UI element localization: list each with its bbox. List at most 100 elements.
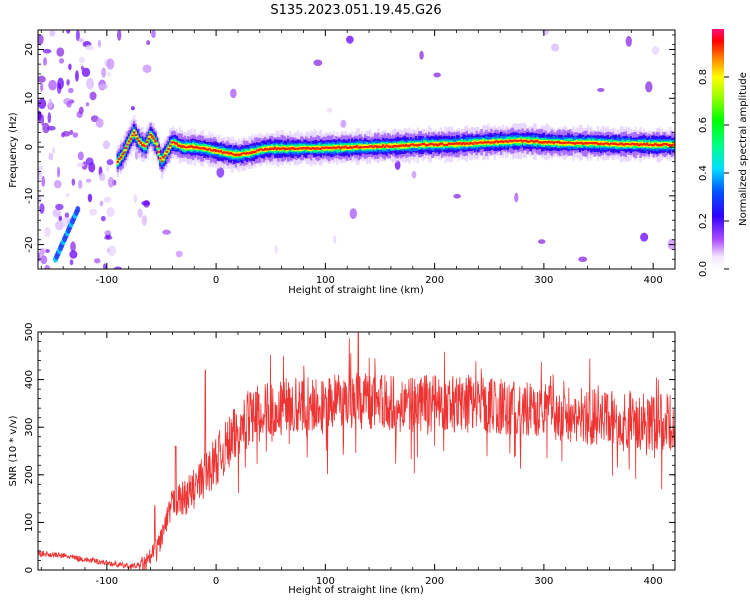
heatmap-ridge-cell xyxy=(382,144,385,147)
heatmap-ridge-cell xyxy=(513,139,516,142)
heatmap-ridge-cell xyxy=(198,147,201,150)
heatmap-ridge-cell xyxy=(124,146,128,149)
heatmap-ridge-cell xyxy=(347,146,351,149)
heatmap-ridge-cell xyxy=(514,139,518,143)
heatmap-ridge-cell xyxy=(234,153,237,157)
heatmap-ridge-cell xyxy=(477,142,480,144)
figure-title: S135.2023.051.19.45.G26 xyxy=(270,3,441,18)
heatmap-ridge-cell xyxy=(465,142,469,145)
heatmap-ridge-cell xyxy=(119,156,123,159)
heatmap-ridge-cell xyxy=(464,142,467,146)
heatmap-ridge-cell xyxy=(149,133,152,136)
heatmap-ridge-cell xyxy=(360,146,364,149)
heatmap-ridge-cell xyxy=(290,147,293,150)
heatmap-ridge-cell xyxy=(637,143,641,147)
heatmap-ridge-cell xyxy=(462,142,465,145)
heatmap-ridge-cell xyxy=(339,147,342,150)
heatmap-ridge-cell xyxy=(150,135,154,138)
heatmap-noise-cell xyxy=(95,118,104,128)
heatmap-ridge-cell xyxy=(388,145,392,148)
heatmap-noise-cell xyxy=(107,245,117,257)
heatmap-ridge-cell xyxy=(175,142,178,145)
heatmap-ridge-cell xyxy=(454,142,457,145)
heatmap-ridge-cell xyxy=(188,145,192,148)
heatmap-ridge-cell xyxy=(349,145,352,149)
heatmap-ridge-cell xyxy=(544,141,547,144)
heatmap-noise-cell xyxy=(40,83,44,92)
heatmap-ridge-cell xyxy=(516,139,519,142)
heatmap-ridge-cell xyxy=(578,142,582,145)
heatmap-ridge-cell xyxy=(595,141,598,145)
heatmap-noise-cell xyxy=(70,241,76,252)
heatmap-ridge-cell xyxy=(352,145,355,148)
heatmap-ridge-cell xyxy=(172,141,175,144)
heatmap-noise-cell xyxy=(39,248,45,256)
heatmap-ridge-cell xyxy=(178,144,182,147)
heatmap-noise-cell xyxy=(411,170,417,179)
heatmap-noise-cell xyxy=(98,172,106,182)
snr-xtick-label: -100 xyxy=(95,576,118,587)
heatmap-ridge-cell xyxy=(247,152,251,155)
heatmap-ridge-cell xyxy=(506,140,510,143)
heatmap-noise-cell xyxy=(46,125,56,131)
heatmap-ridge-cell xyxy=(282,147,285,150)
heatmap-ridge-cell xyxy=(503,140,506,143)
heatmap-noise-cell xyxy=(216,167,225,178)
heatmap-noise-cell xyxy=(419,50,424,60)
heatmap-ridge-cell xyxy=(473,141,477,144)
heatmap-ridge-cell xyxy=(409,143,413,146)
heatmap-noise-cell xyxy=(47,112,52,124)
heatmap-noise-cell xyxy=(77,151,84,161)
heatmap-ridge-cell xyxy=(231,153,234,155)
heatmap-ridge-cell xyxy=(519,139,523,142)
heatmap-noise-cell xyxy=(130,106,135,111)
heatmap-noise-cell xyxy=(78,179,83,189)
heatmap-feature-cell xyxy=(75,205,81,213)
heatmap-ridge-cell xyxy=(280,147,283,150)
heatmap-ridge-cell xyxy=(378,145,382,148)
heatmap-noise-cell xyxy=(542,30,549,36)
heatmap-ridge-cell xyxy=(496,140,500,144)
heatmap-ridge-cell xyxy=(237,154,241,157)
heatmap-noise-cell xyxy=(326,107,333,113)
heatmap-ridge-cell xyxy=(232,153,236,156)
heatmap-ridge-cell xyxy=(265,148,269,151)
snr-xtick-label: 200 xyxy=(425,576,444,587)
heatmap-ridge-cell xyxy=(500,140,503,143)
heatmap-noise-cell xyxy=(645,81,653,93)
heatmap-ridge-cell xyxy=(359,146,362,149)
heatmap-ridge-cell xyxy=(393,144,396,148)
heatmap-noise-cell xyxy=(433,72,441,78)
heatmap-ridge-cell xyxy=(421,143,424,148)
heatmap-ridge-cell xyxy=(598,140,601,145)
heatmap-ridge-cell xyxy=(423,143,426,148)
heatmap-ridge-cell xyxy=(508,139,511,142)
heatmap-ridge-cell xyxy=(537,139,541,144)
heatmap-noise-cell xyxy=(78,38,85,43)
heatmap-ridge-cell xyxy=(187,145,190,148)
heatmap-ridge-cell xyxy=(275,148,278,151)
heatmap-ridge-cell xyxy=(408,144,411,147)
heatmap-ridge-cell xyxy=(336,146,339,149)
heatmap-ridge-cell xyxy=(621,143,624,146)
heatmap-ridge-cell xyxy=(441,142,444,145)
spectrogram-ytick-label: 20 xyxy=(24,43,35,56)
heatmap-ridge-cell xyxy=(398,144,401,147)
heatmap-ridge-cell xyxy=(314,147,318,150)
heatmap-ridge-cell xyxy=(216,149,219,152)
heatmap-ridge-cell xyxy=(411,143,414,146)
snr-ytick-label: 0 xyxy=(24,567,35,573)
heatmap-ridge-cell xyxy=(431,143,434,145)
heatmap-ridge-cell xyxy=(629,143,632,146)
heatmap-noise-cell xyxy=(103,263,107,269)
heatmap-ridge-cell xyxy=(641,143,644,146)
heatmap-noise-cell xyxy=(42,122,50,134)
heatmap-ridge-cell xyxy=(249,151,252,155)
heatmap-noise-cell xyxy=(61,132,65,138)
heatmap-ridge-cell xyxy=(355,145,359,148)
heatmap-ridge-cell xyxy=(673,143,675,146)
heatmap-ridge-cell xyxy=(201,147,205,150)
heatmap-ridge-cell xyxy=(173,141,177,145)
heatmap-ridge-cell xyxy=(144,145,147,148)
snr-ytick-label: 400 xyxy=(24,370,35,389)
